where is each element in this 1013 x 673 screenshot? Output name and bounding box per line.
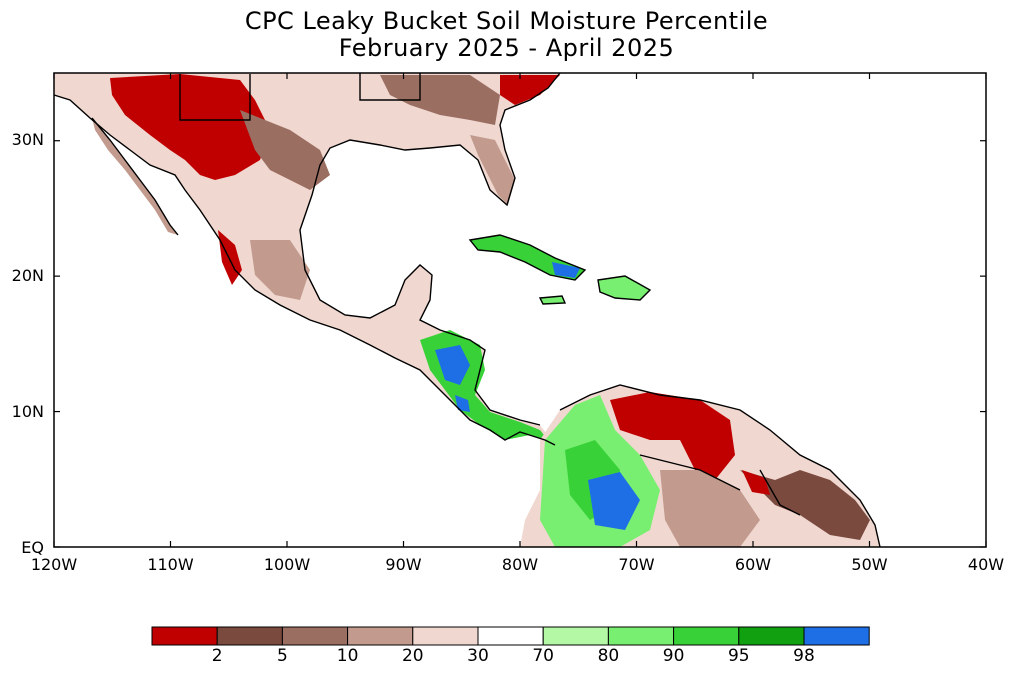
- legend-swatch: [673, 626, 740, 646]
- lat-tick-label: EQ: [21, 538, 44, 557]
- lon-tick-label: 50W: [851, 555, 887, 574]
- region-red-nw-mexico: [110, 74, 270, 180]
- map-field: [54, 73, 880, 547]
- legend-swatch: [542, 626, 609, 646]
- legend-label: 70: [532, 646, 555, 666]
- region-brown-mexico: [240, 110, 330, 190]
- region-brown-guianas: [740, 470, 870, 540]
- coastlines-borders: [53, 72, 881, 548]
- legend-swatch: [803, 626, 870, 646]
- lon-tick-label: 80W: [502, 555, 538, 574]
- legend-label: 80: [597, 646, 620, 666]
- map-title-line1: CPC Leaky Bucket Soil Moisture Percentil…: [244, 7, 769, 35]
- land-florida: [470, 135, 515, 205]
- region-blue-cuba: [552, 262, 580, 278]
- land-baja: [92, 118, 178, 235]
- axis-ticks: [53, 73, 987, 548]
- region-tan-amazon: [660, 470, 760, 547]
- tick-labels: 120W 110W 100W 90W 80W 70W 60W 50W 40W E…: [12, 130, 1005, 574]
- lon-tick-label: 120W: [31, 555, 78, 574]
- lon-tick-label: 100W: [264, 555, 311, 574]
- region-red-venezuela: [610, 392, 735, 480]
- region-blue-colombia: [588, 472, 640, 530]
- lon-tick-label: 60W: [735, 555, 771, 574]
- lat-tick-label: 20N: [12, 266, 44, 285]
- lon-tick-label: 90W: [385, 555, 421, 574]
- legend-label: 30: [467, 646, 489, 666]
- region-tan-central-mexico: [250, 240, 310, 300]
- region-red-us-south: [500, 75, 560, 105]
- region-blue-central-america: [435, 345, 470, 385]
- legend-swatch: [477, 626, 544, 646]
- land-hispaniola: [598, 276, 650, 300]
- legend-swatch: [607, 626, 675, 646]
- lon-tick-label: 70W: [618, 555, 654, 574]
- legend-label: 95: [727, 646, 750, 666]
- legend-swatch: [738, 626, 805, 646]
- region-brown-us-south: [380, 75, 500, 125]
- legend-labels: 2 5 10 20 30 70 80 90 95 98: [0, 646, 1013, 670]
- region-red-guianas: [742, 470, 770, 495]
- legend-swatch: [151, 626, 218, 646]
- legend-label: 90: [662, 646, 685, 666]
- lat-tick-label: 10N: [12, 402, 44, 421]
- legend-swatch: [216, 626, 283, 646]
- legend-swatch: [347, 626, 414, 646]
- legend-label: 2: [211, 646, 223, 666]
- lon-tick-label: 110W: [147, 555, 194, 574]
- map-title-line2: February 2025 - April 2025: [338, 34, 675, 62]
- land-north-america: [54, 73, 560, 445]
- lon-tick-label: 40W: [968, 555, 1004, 574]
- legend-label: 5: [276, 646, 288, 666]
- legend-label: 20: [401, 646, 424, 666]
- legend-label: 98: [793, 646, 815, 666]
- legend-colorbar: [151, 626, 870, 646]
- legend-label: 10: [336, 646, 359, 666]
- lat-tick-label: 30N: [12, 130, 44, 149]
- legend-swatch: [281, 626, 349, 646]
- region-blue-nicaragua: [455, 395, 470, 412]
- legend-swatch: [412, 626, 479, 646]
